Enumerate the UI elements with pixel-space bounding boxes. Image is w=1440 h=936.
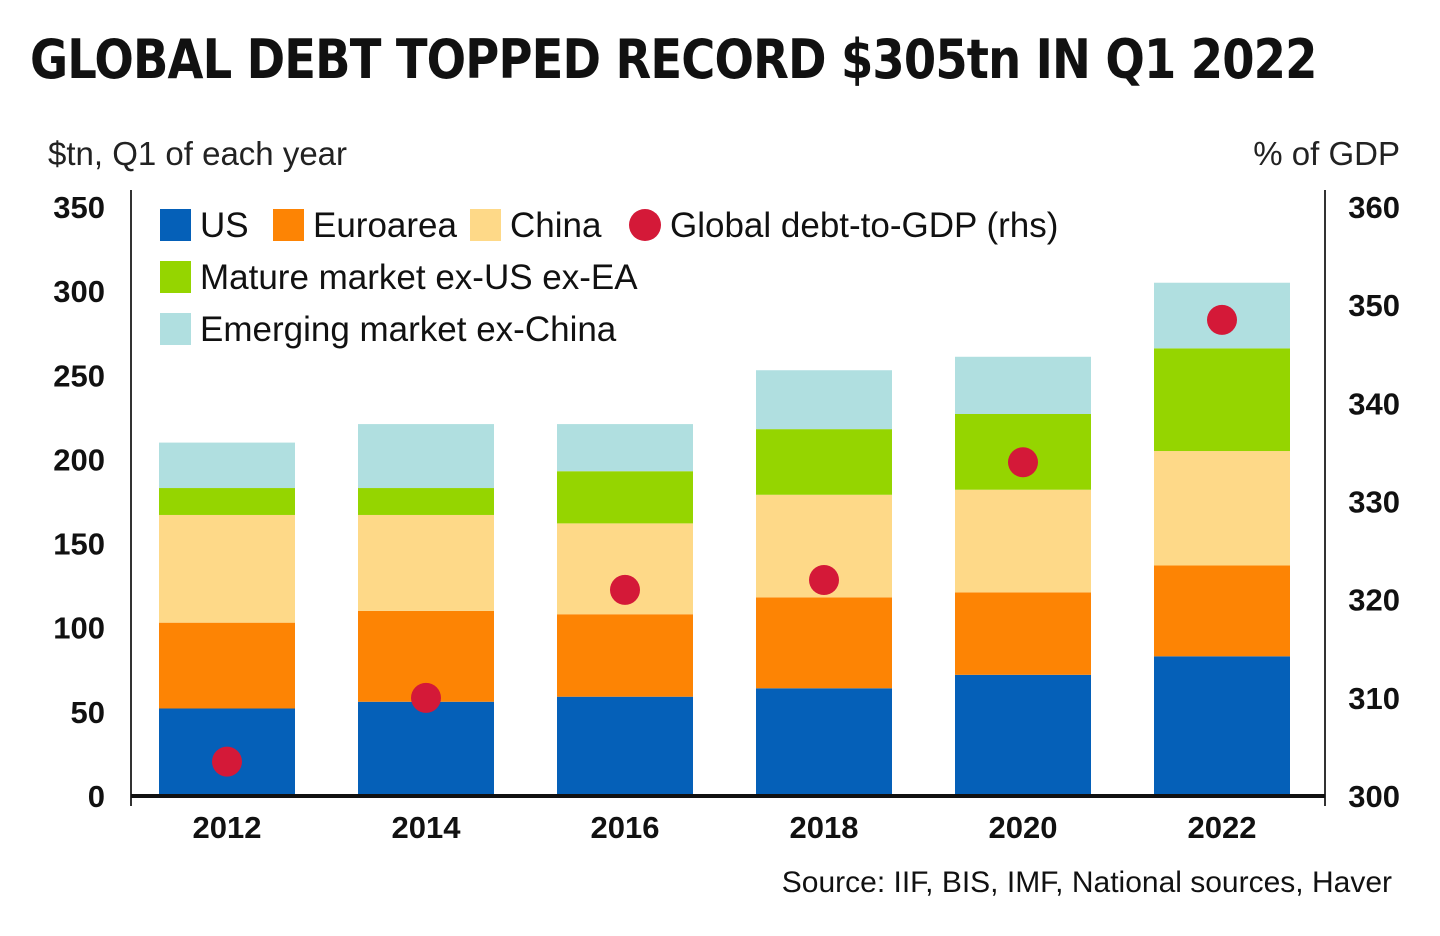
y2-tick-label: 300 [1348, 779, 1400, 814]
y2-tick-label: 360 [1348, 190, 1400, 225]
bar-euroarea-2016 [557, 614, 693, 697]
y2-tick-label: 310 [1348, 681, 1400, 716]
bar-china-2012 [159, 514, 295, 623]
y2-tick-label: 320 [1348, 583, 1400, 618]
legend-label-euroarea: Euroarea [313, 206, 458, 245]
legend-label-mature-market-ex-us-ex-ea: Mature market ex-US ex-EA [200, 258, 638, 297]
x-tick-label: 2014 [392, 810, 462, 845]
legend-swatch-mature-market-ex-us-ex-ea [160, 261, 191, 293]
y2-tick-label: 350 [1348, 288, 1400, 323]
y2-tick-label: 340 [1348, 386, 1400, 421]
bar-us-2014 [358, 701, 494, 796]
bars-layer [159, 282, 1290, 796]
legend-swatch-global-debt-to-gdp-rhs [629, 209, 661, 241]
bar-euroarea-2018 [756, 597, 892, 689]
x-tick-label: 2020 [989, 810, 1058, 845]
y-tick-label: 250 [53, 358, 105, 393]
bar-emerging-market-ex-china-2012 [159, 442, 295, 489]
legend-label-china: China [510, 206, 602, 245]
bar-china-2020 [955, 489, 1091, 593]
legend: US Euroarea China Global debt-to-GDP (rhs) M… [160, 206, 1058, 349]
bar-mature-market-ex-us-ex-ea-2018 [756, 429, 892, 495]
chart-title: GLOBAL DEBT TOPPED RECORD $305tn IN Q1 2… [30, 28, 1317, 91]
x-tick-label: 2016 [591, 810, 660, 845]
dots-layer [212, 304, 1237, 777]
bar-emerging-market-ex-china-2014 [358, 424, 494, 489]
y-tick-label: 150 [53, 527, 105, 562]
legend-swatch-euroarea [273, 209, 304, 241]
bar-china-2022 [1154, 451, 1290, 566]
y2-axis-label: % of GDP [1253, 135, 1400, 172]
source-note: Source: IIF, BIS, IMF, National sources,… [782, 866, 1392, 899]
legend-swatch-us [160, 209, 191, 241]
debt-to-gdp-dot-2016 [610, 574, 640, 605]
bar-mature-market-ex-us-ex-ea-2022 [1154, 348, 1290, 452]
legend-label-us: US [200, 206, 249, 245]
y-tick-label: 100 [53, 611, 105, 646]
x-tick-label: 2022 [1188, 810, 1257, 845]
axes-layer [130, 190, 1326, 806]
x-tick-label: 2018 [790, 810, 859, 845]
bar-us-2016 [557, 696, 693, 796]
y-tick-label: 350 [53, 190, 105, 225]
y-axis-label: $tn, Q1 of each year [48, 135, 347, 172]
ticks-layer: 0 50 100 150 200 250 300 350 300 310 320 330 340 350 3… [53, 190, 1400, 845]
debt-to-gdp-dot-2012 [212, 746, 242, 777]
bar-china-2014 [358, 514, 494, 611]
debt-to-gdp-dot-2020 [1008, 447, 1038, 478]
y-tick-label: 0 [88, 779, 105, 814]
bar-euroarea-2020 [955, 592, 1091, 675]
debt-to-gdp-dot-2014 [411, 682, 441, 713]
y-tick-label: 300 [53, 274, 105, 309]
bar-euroarea-2012 [159, 622, 295, 709]
bar-us-2018 [756, 688, 892, 796]
bar-us-2020 [955, 674, 1091, 796]
bar-mature-market-ex-us-ex-ea-2012 [159, 488, 295, 515]
bar-mature-market-ex-us-ex-ea-2014 [358, 488, 494, 515]
y-tick-label: 200 [53, 442, 105, 477]
legend-swatch-emerging-market-ex-china [160, 313, 191, 345]
legend-label-emerging-market-ex-china: Emerging market ex-China [200, 310, 617, 349]
bar-emerging-market-ex-china-2020 [955, 356, 1091, 414]
debt-to-gdp-dot-2022 [1207, 304, 1237, 335]
y-tick-label: 50 [71, 695, 105, 730]
legend-label-global-debt-to-gdp-rhs: Global debt-to-GDP (rhs) [670, 206, 1058, 245]
bar-emerging-market-ex-china-2016 [557, 424, 693, 472]
y2-tick-label: 330 [1348, 485, 1400, 520]
bar-emerging-market-ex-china-2018 [756, 370, 892, 430]
bar-euroarea-2022 [1154, 565, 1290, 657]
debt-to-gdp-dot-2018 [809, 565, 839, 596]
bar-us-2022 [1154, 656, 1290, 796]
x-tick-label: 2012 [193, 810, 262, 845]
bar-mature-market-ex-us-ex-ea-2016 [557, 471, 693, 524]
legend-swatch-china [470, 209, 501, 241]
